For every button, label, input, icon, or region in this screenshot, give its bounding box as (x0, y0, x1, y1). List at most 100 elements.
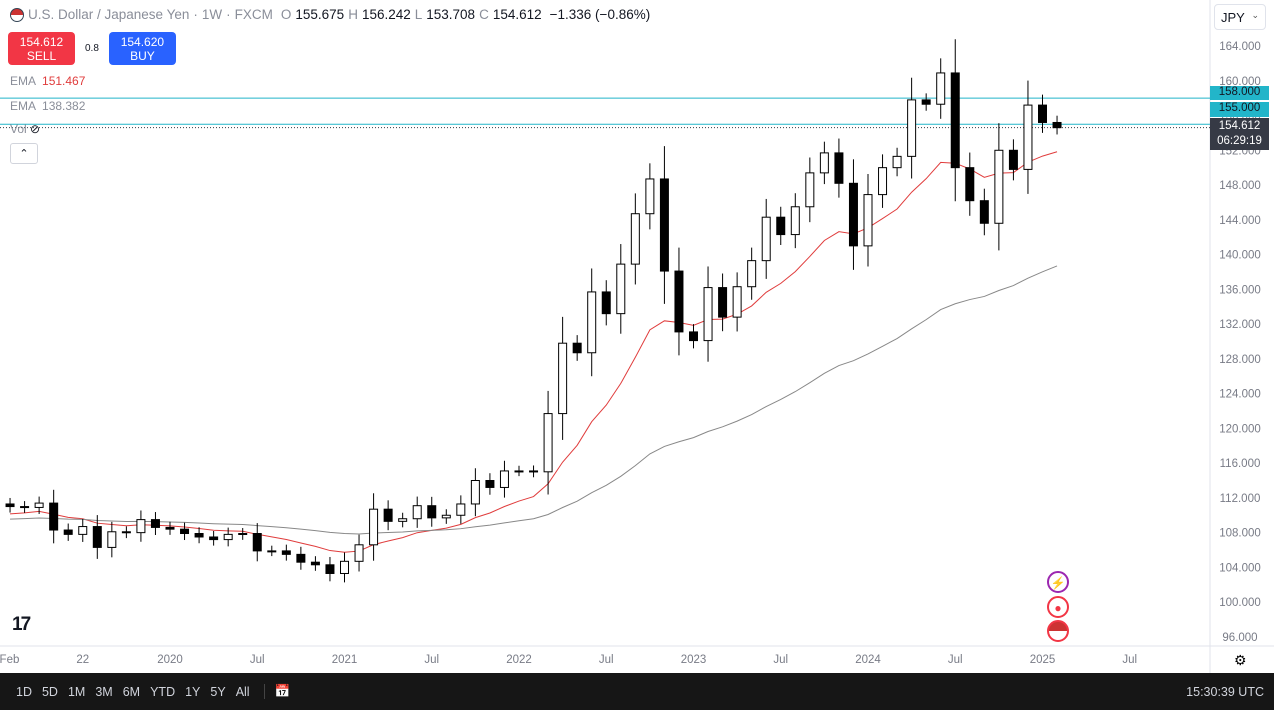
x-tick-label: 2022 (506, 654, 532, 666)
candle-body (165, 526, 175, 530)
candle-body (340, 560, 349, 574)
range-5y[interactable]: 5Y (210, 684, 226, 699)
range-3m[interactable]: 3M (95, 684, 113, 699)
range-5d[interactable]: 5D (41, 684, 58, 699)
candle-body (209, 536, 219, 541)
candle-body (296, 553, 306, 563)
candle-body (805, 172, 815, 208)
price-label-158: 158.000 (1210, 86, 1269, 100)
candle-body (383, 508, 393, 522)
candle-body (150, 519, 160, 528)
clock[interactable]: 15:30:39 UTC (1186, 684, 1264, 699)
candle-body (223, 533, 233, 541)
y-tick-label: 160.000 (1219, 76, 1261, 88)
range-ytd[interactable]: YTD (150, 684, 176, 699)
price-chart[interactable]: 164.000160.000156.000152.000148.000144.0… (0, 0, 1274, 673)
x-tick-label: 2024 (855, 654, 881, 666)
candle-body (107, 531, 117, 548)
candle-body (747, 260, 757, 288)
open-value: 155.675 (295, 7, 345, 22)
ema-legend-2[interactable]: EMA 138.382 (10, 99, 86, 113)
settings-icon[interactable]: ⚙ (1234, 652, 1247, 668)
candle-body (659, 178, 669, 272)
x-tick-label: Jul (773, 654, 788, 666)
range-1y[interactable]: 1Y (185, 684, 201, 699)
range-1d[interactable]: 1D (16, 684, 32, 699)
sell-button[interactable]: 154.612 SELL (8, 32, 75, 65)
candle-body (907, 99, 917, 157)
spread: 0.8 (85, 43, 99, 54)
chevron-up-icon: ⌃ (19, 148, 29, 160)
candle-body (718, 287, 728, 318)
tradingview-logo[interactable]: 17 (12, 614, 31, 635)
candle-body (238, 533, 248, 536)
candle-body (689, 331, 698, 342)
candle-body (20, 506, 30, 509)
range-all[interactable]: All (235, 684, 250, 699)
candle-body (441, 514, 451, 519)
price-label-155: 155.000 (1210, 102, 1269, 117)
candle-body (994, 149, 1004, 224)
candle-body (354, 544, 364, 562)
candle-body (979, 200, 989, 224)
chevron-down-icon: ⌄ (1251, 10, 1259, 20)
candle-body (703, 287, 713, 342)
us-flag-icon[interactable] (1047, 620, 1069, 642)
interval[interactable]: 1W (201, 7, 223, 22)
candle-body (834, 152, 844, 184)
change-value: −1.336 (−0.86%) (549, 7, 651, 22)
candle-body (325, 564, 335, 574)
candle-body (1052, 121, 1062, 129)
candle-body (543, 413, 553, 473)
y-tick-label: 132.000 (1219, 319, 1261, 331)
symbol-name[interactable]: U.S. Dollar / Japanese Yen (28, 7, 190, 22)
range-6m[interactable]: 6M (122, 684, 141, 699)
candle-body (136, 519, 146, 534)
last-price-label: 154.612 06:29:19 (1210, 118, 1269, 150)
y-tick-label: 100.000 (1219, 597, 1261, 609)
candle-body (790, 206, 800, 236)
y-tick-label: 96.000 (1222, 632, 1257, 644)
y-tick-label: 120.000 (1219, 423, 1261, 435)
close-value: 154.612 (492, 7, 542, 22)
x-tick-label: Jul (948, 654, 963, 666)
x-tick-label: 2020 (157, 654, 183, 666)
exchange: FXCM (234, 7, 273, 22)
date-range-icon[interactable]: 📅 (263, 684, 290, 699)
low-value: 153.708 (426, 7, 476, 22)
candle-body (398, 518, 408, 522)
candle-body (950, 72, 960, 169)
ema-legend-1[interactable]: EMA 151.467 (10, 74, 86, 88)
high-value: 156.242 (361, 7, 411, 22)
y-tick-label: 128.000 (1219, 354, 1261, 366)
candle-body (1038, 104, 1047, 123)
eye-hidden-icon[interactable]: ⊘ (30, 122, 41, 136)
candle-body (819, 152, 829, 174)
range-1m[interactable]: 1M (67, 684, 86, 699)
x-tick-label: 22 (76, 654, 89, 666)
candle-body (78, 526, 88, 535)
lightning-icon[interactable]: ⚡ (1047, 571, 1069, 593)
candle-body (499, 470, 509, 488)
candle-body (965, 167, 975, 202)
candle-body (180, 528, 190, 535)
collapse-legend-button[interactable]: ⌃ (10, 143, 38, 164)
x-tick-label: Feb (0, 654, 19, 666)
y-tick-label: 112.000 (1220, 493, 1261, 505)
candle-body (630, 213, 640, 265)
x-tick-label: 2023 (681, 654, 707, 666)
candle-body (63, 529, 73, 535)
bottom-toolbar: 1D 5D 1M 3M 6M YTD 1Y 5Y All 📅 15:30:39 UTC (0, 673, 1274, 710)
vol-legend[interactable]: Vol ⊘ (10, 122, 41, 136)
x-tick-label: 2021 (332, 654, 358, 666)
candle-body (1008, 149, 1018, 170)
candle-body (529, 470, 539, 473)
record-icon[interactable]: ● (1047, 596, 1069, 618)
candle-body (34, 502, 44, 508)
currency-select[interactable]: JPY ⌄ (1214, 4, 1266, 30)
candle-body (863, 194, 873, 247)
buy-button[interactable]: 154.620 BUY (108, 32, 176, 65)
candle-body (936, 72, 946, 105)
trade-panel: 154.612 SELL 0.8 154.620 BUY (8, 32, 176, 65)
ema-slow-line (10, 265, 1058, 535)
